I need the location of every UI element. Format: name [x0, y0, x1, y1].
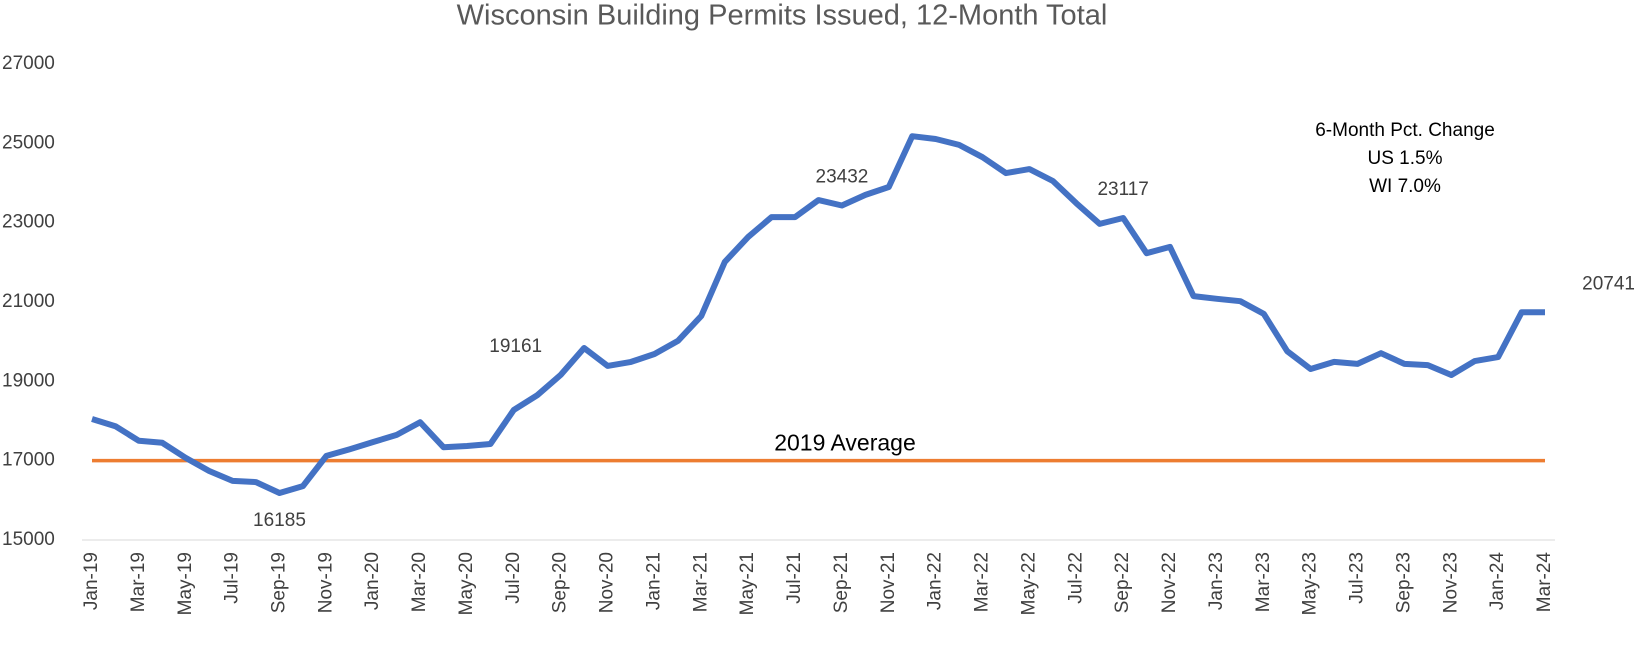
x-tick-label: Jul-21	[784, 552, 805, 604]
x-tick-label: Sep-23	[1393, 552, 1414, 613]
y-tick-label: 23000	[2, 212, 55, 233]
x-tick-label: Nov-20	[597, 552, 618, 613]
x-tick-label: Mar-24	[1534, 552, 1555, 613]
x-tick-label: Jan-23	[1206, 552, 1227, 610]
data-label: 16185	[253, 510, 306, 531]
reference-label: 2019 Average	[774, 430, 916, 456]
x-tick-label: May-20	[456, 552, 477, 615]
y-tick-label: 17000	[2, 450, 55, 471]
data-label: 23117	[1097, 179, 1148, 200]
x-tick-label: Nov-21	[878, 552, 899, 613]
data-label: 23432	[816, 167, 869, 188]
x-tick-label: Jan-19	[81, 552, 102, 610]
y-tick-label: 27000	[2, 53, 55, 74]
x-tick-label: Sep-20	[550, 552, 571, 613]
x-tick-label: Jul-22	[1065, 552, 1086, 604]
x-tick-label: Mar-23	[1253, 552, 1274, 612]
x-tick-label: May-21	[737, 552, 758, 615]
data-line	[91, 133, 1545, 496]
x-tick-label: May-22	[1018, 552, 1039, 615]
annotation: WI 7.0%	[1369, 176, 1441, 197]
x-tick-label: May-19	[175, 552, 196, 615]
data-label: 20741	[1582, 273, 1635, 294]
y-tick-label: 21000	[2, 291, 55, 312]
annotation: US 1.5%	[1368, 148, 1443, 169]
y-tick-label: 25000	[2, 132, 55, 153]
x-tick-label: Sep-19	[268, 552, 289, 613]
x-tick-label: Mar-22	[972, 552, 993, 612]
x-tick-label: Jan-24	[1487, 552, 1508, 611]
annotation: 6-Month Pct. Change	[1315, 120, 1495, 141]
x-tick-label: Jan-22	[925, 552, 946, 610]
x-tick-label: Nov-23	[1440, 552, 1461, 613]
x-tick-label: Mar-20	[409, 552, 430, 612]
data-label: 19161	[489, 336, 542, 357]
x-tick-label: Jan-21	[643, 552, 664, 610]
x-tick-label: Jul-23	[1347, 552, 1368, 604]
x-tick-label: Sep-21	[831, 552, 852, 613]
x-tick-label: Jul-20	[503, 552, 524, 604]
x-tick-label: Jan-20	[362, 552, 383, 610]
x-tick-label: Sep-22	[1112, 552, 1133, 613]
x-tick-label: Nov-19	[315, 552, 336, 613]
y-tick-label: 15000	[2, 529, 55, 550]
x-tick-label: Mar-19	[128, 552, 149, 612]
x-tick-label: May-23	[1300, 552, 1321, 615]
x-tick-label: Nov-22	[1159, 552, 1180, 613]
x-tick-label: Jul-19	[222, 552, 243, 604]
y-tick-label: 19000	[2, 370, 55, 391]
x-tick-label: Mar-21	[690, 552, 711, 612]
chart-title: Wisconsin Building Permits Issued, 12-Mo…	[457, 0, 1108, 32]
